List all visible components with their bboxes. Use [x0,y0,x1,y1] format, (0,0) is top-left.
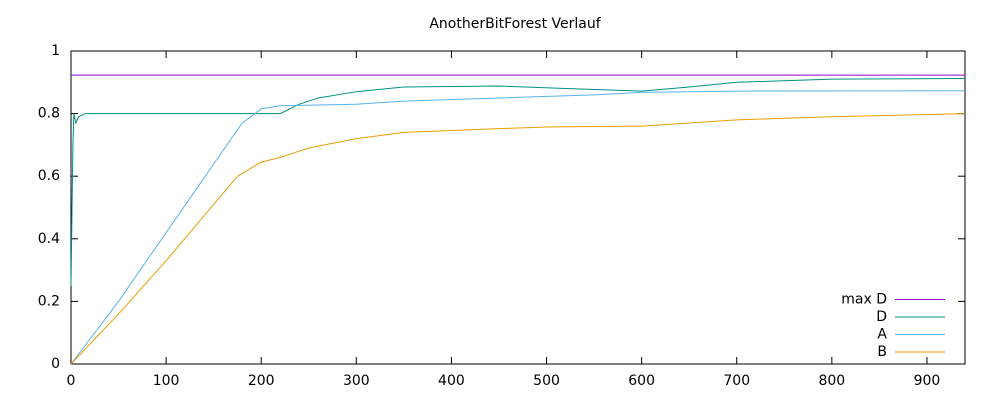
x-tick-label: 100 [153,373,180,389]
x-tick-label: 900 [914,373,941,389]
y-tick-label: 0 [51,356,60,372]
legend-label: max D [841,292,887,308]
x-tick-label: 800 [818,373,845,389]
y-tick-label: 0.4 [38,231,60,247]
x-tick-label: 400 [438,373,465,389]
y-tick-label: 0.2 [38,293,60,309]
series-line [70,90,966,365]
x-tick-label: 700 [723,373,750,389]
series-line [70,113,966,365]
x-tick-label: 600 [628,373,655,389]
y-tick-label: 0.6 [38,168,60,184]
y-tick-label: 1 [51,43,60,59]
x-tick-label: 500 [533,373,560,389]
plot-border [70,50,966,365]
x-tick-label: 200 [248,373,275,389]
y-tick-label: 0.8 [38,106,60,122]
x-tick-label: 0 [67,373,76,389]
x-tick-label: 300 [343,373,370,389]
legend-label: D [876,309,887,325]
legend-label: A [877,327,887,343]
legend-label: B [877,344,887,360]
chart-title: AnotherBitForest Verlauf [429,16,601,32]
series-line [70,78,966,286]
